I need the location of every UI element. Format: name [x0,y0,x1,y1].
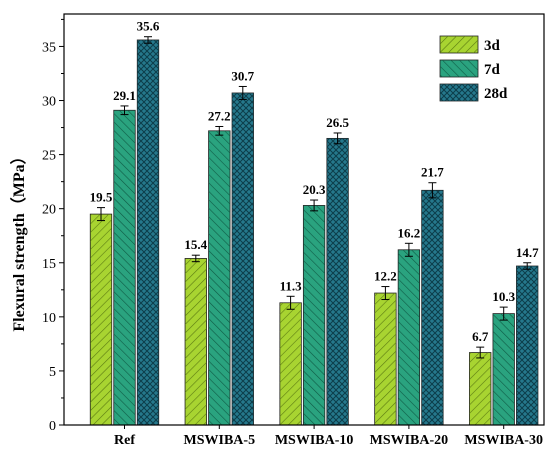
y-tick-label: 15 [42,257,56,272]
bar-hatch [374,293,397,425]
bar-hatch [469,352,491,425]
bar-hatch [90,214,112,425]
y-tick-label: 20 [42,203,56,218]
bar-hatch [398,249,420,425]
legend-swatch-hatch [440,84,478,101]
x-tick-label: MSWIBA-20 [370,433,449,448]
data-label: 29.1 [113,88,136,103]
bar-hatch [208,130,231,425]
x-tick-label: MSWIBA-10 [275,433,354,448]
bar-hatch [492,313,515,425]
x-tick-label: MSWIBA-5 [184,433,256,448]
y-tick-label: 30 [42,95,56,110]
data-label: 11.3 [280,278,303,293]
data-label: 16.2 [398,225,421,240]
bar-hatch [232,92,254,425]
y-tick-label: 35 [42,40,56,55]
legend-label-28d: 28d [484,86,508,102]
bar-hatch [113,110,136,425]
plot-area: 0 5 10 15 20 25 30 35 19.5 29.1 35.6 Ref 15.4 27.2 30.… [42,19,543,448]
y-tick-label: 5 [49,365,56,380]
x-tick-label: MSWIBA-30 [464,433,543,448]
bar-hatch [303,205,325,425]
y-tick-label: 0 [49,419,56,434]
x-tick-label: Ref [114,433,135,448]
data-label: 12.2 [374,269,397,284]
legend: 3d 7d 28d [439,35,508,102]
data-label: 19.5 [90,190,113,205]
data-label: 26.5 [326,115,349,130]
data-label: 30.7 [231,68,254,83]
data-label: 20.3 [303,182,326,197]
legend-swatch-hatch [440,36,478,53]
bar-hatch [421,190,444,425]
plot-frame [63,13,545,426]
bar-hatch [279,302,302,425]
data-label: 10.3 [492,289,515,304]
y-tick-label: 25 [42,149,56,164]
data-label: 6.7 [472,329,489,344]
bar-hatch [137,39,159,426]
legend-label-7d: 7d [484,62,501,78]
data-label: 35.6 [137,19,160,34]
legend-label-3d: 3d [484,38,501,54]
data-label: 15.4 [184,237,207,252]
data-label: 21.7 [421,165,444,180]
data-label: 27.2 [208,108,231,123]
bar-hatch [516,266,538,425]
y-axis-title: Flexural strength（MPa） [10,148,28,331]
bar-hatch [185,258,207,425]
data-label: 14.7 [516,245,539,260]
legend-swatch-hatch [440,60,478,77]
y-tick-label: 10 [42,311,56,326]
bar-hatch [326,138,349,425]
